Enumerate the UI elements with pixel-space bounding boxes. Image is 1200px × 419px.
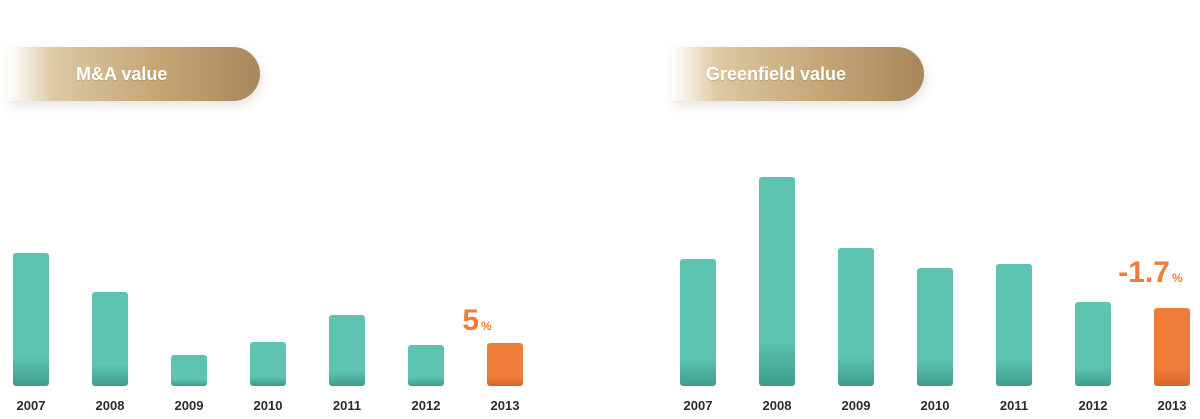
ma-annotation-unit: % — [481, 319, 492, 333]
greenfield-bar-chart: 2007 2008 2009 2010 2011 2012 2013 -1.7% — [680, 177, 1190, 413]
ma-tick-label-2013: 2013 — [491, 398, 520, 413]
greenfield-bar-2011 — [996, 264, 1032, 386]
greenfield-tick-label-2013: 2013 — [1158, 398, 1187, 413]
ma-bar-2008 — [92, 292, 128, 386]
ma-bar-2010 — [250, 342, 286, 386]
ma-tick-label-2011: 2011 — [333, 398, 361, 413]
ma-tick-label-2009: 2009 — [175, 398, 204, 413]
greenfield-value-panel: Greenfield value 2007 2008 2009 2010 2011 201… — [662, 0, 1200, 419]
greenfield-bar-2010 — [917, 268, 953, 386]
greenfield-annotation-unit: % — [1172, 271, 1183, 285]
greenfield-tick-label-2009: 2009 — [842, 398, 871, 413]
greenfield-bar-2012 — [1075, 302, 1111, 386]
greenfield-tick-label-2010: 2010 — [921, 398, 950, 413]
greenfield-bar-2013 — [1154, 308, 1190, 386]
ma-annotation-value: 5 — [462, 304, 479, 337]
greenfield-annotation-value: -1.7 — [1118, 256, 1170, 289]
ma-title-tab: M&A value — [8, 47, 260, 101]
ma-bar-chart: 2007 2008 2009 2010 2011 2012 2013 5% — [13, 253, 523, 413]
ma-bar-2007 — [13, 253, 49, 386]
ma-bar-2013 — [487, 343, 523, 386]
greenfield-bar-2007 — [680, 259, 716, 386]
ma-tick-label-2008: 2008 — [96, 398, 125, 413]
greenfield-tick-label-2008: 2008 — [763, 398, 792, 413]
ma-bar-2011 — [329, 315, 365, 386]
greenfield-tick-label-2012: 2012 — [1079, 398, 1108, 413]
greenfield-bar-2009 — [838, 248, 874, 386]
ma-value-panel: M&A value 2007 2008 2009 2010 2011 2012 2013 5% — [0, 0, 560, 419]
ma-bar-2009 — [171, 355, 207, 386]
greenfield-bar-2008 — [759, 177, 795, 386]
ma-bar-2012 — [408, 345, 444, 386]
ma-tick-label-2007: 2007 — [17, 398, 46, 413]
greenfield-title-tab: Greenfield value — [672, 47, 924, 101]
ma-tick-label-2010: 2010 — [254, 398, 283, 413]
ma-tick-label-2012: 2012 — [412, 398, 441, 413]
greenfield-tick-label-2007: 2007 — [684, 398, 713, 413]
greenfield-tick-label-2011: 2011 — [1000, 398, 1028, 413]
greenfield-chart-title: Greenfield value — [706, 64, 847, 84]
ma-chart-title: M&A value — [76, 64, 168, 84]
